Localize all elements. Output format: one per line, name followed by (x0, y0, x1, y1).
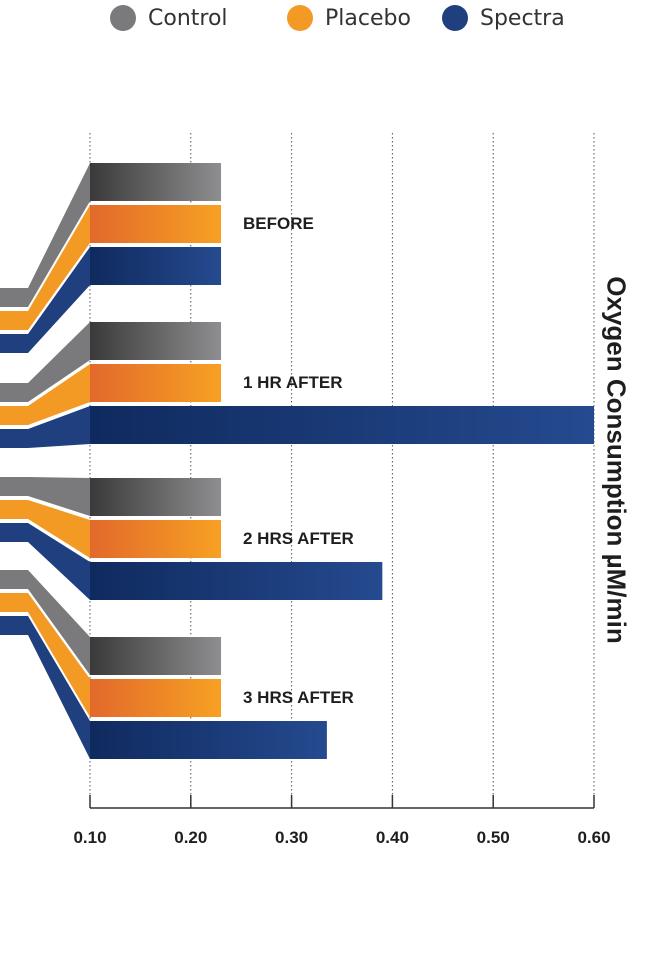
x-tick-label-0: 0.10 (73, 828, 106, 847)
category-label-0: BEFORE (243, 214, 314, 233)
connector-control-2 (28, 477, 90, 516)
connector-stub-placebo-1 (0, 406, 28, 425)
connector-spectra-1 (28, 406, 90, 448)
category-label-1: 1 HR AFTER (243, 373, 343, 392)
x-tick-label-4: 0.50 (477, 828, 510, 847)
legend-item-control: Control (110, 4, 228, 32)
legend: Control Placebo Spectra (0, 0, 660, 36)
bar-placebo-0 (90, 205, 222, 243)
connector-spectra-3 (28, 616, 90, 759)
legend-label-placebo: Placebo (325, 5, 411, 31)
bar-spectra-1 (90, 406, 594, 444)
x-tick-label-1: 0.20 (174, 828, 207, 847)
bar-placebo-2 (90, 520, 222, 558)
control-swatch-icon (110, 5, 136, 31)
bar-placebo-3 (90, 679, 222, 717)
connector-placebo-2 (28, 500, 90, 558)
y-axis-label-text: Oxygen Consumption µM/min (601, 276, 632, 644)
bar-placebo-1 (90, 364, 222, 402)
connector-stub-spectra-2 (0, 523, 28, 542)
spectra-swatch-icon (442, 5, 468, 31)
connector-stub-control-3 (0, 570, 28, 589)
connector-placebo-1 (28, 364, 90, 425)
x-tick-label-5: 0.60 (577, 828, 610, 847)
connector-spectra-0 (28, 247, 90, 353)
connector-stub-placebo-0 (0, 311, 28, 330)
connector-stub-control-0 (0, 288, 28, 307)
category-label-2: 2 HRS AFTER (243, 529, 354, 548)
connector-stub-spectra-1 (0, 429, 28, 448)
connector-placebo-3 (28, 593, 90, 717)
bar-control-2 (90, 478, 222, 516)
connector-stub-control-2 (0, 477, 28, 496)
x-tick-label-2: 0.30 (275, 828, 308, 847)
connector-spectra-2 (28, 523, 90, 600)
category-label-3: 3 HRS AFTER (243, 688, 354, 707)
legend-item-placebo: Placebo (287, 4, 411, 32)
x-tick-label-3: 0.40 (376, 828, 409, 847)
connector-control-1 (28, 322, 90, 402)
connector-control-3 (28, 570, 90, 675)
placebo-swatch-icon (287, 5, 313, 31)
bar-spectra-0 (90, 247, 222, 285)
bar-control-1 (90, 322, 222, 360)
connector-stub-placebo-3 (0, 593, 28, 612)
bar-spectra-2 (90, 562, 383, 600)
legend-label-spectra: Spectra (480, 5, 565, 31)
connector-stub-control-1 (0, 383, 28, 402)
bar-control-0 (90, 163, 222, 201)
connector-placebo-0 (28, 205, 90, 330)
connector-stub-spectra-0 (0, 334, 28, 353)
legend-item-spectra: Spectra (442, 4, 565, 32)
connector-stub-placebo-2 (0, 500, 28, 519)
legend-label-control: Control (148, 5, 228, 31)
connector-control-0 (28, 163, 90, 307)
bar-spectra-3 (90, 721, 327, 759)
connector-stub-spectra-3 (0, 616, 28, 635)
bar-control-3 (90, 637, 222, 675)
